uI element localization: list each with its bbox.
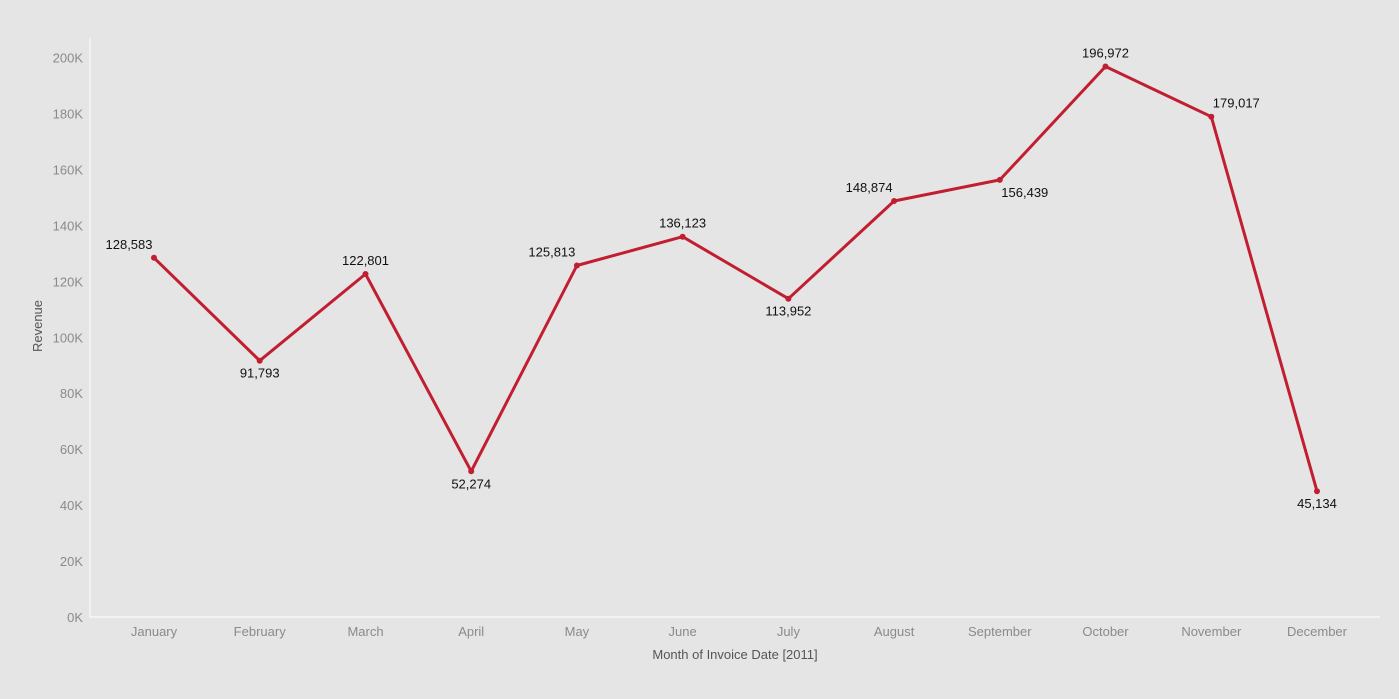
y-tick-label: 80K (60, 386, 83, 401)
y-tick-label: 120K (53, 274, 84, 289)
data-label: 148,874 (846, 180, 893, 195)
x-tick-label: March (347, 624, 383, 639)
data-label: 179,017 (1213, 96, 1260, 111)
data-point[interactable] (468, 468, 475, 475)
data-point[interactable] (1314, 488, 1320, 495)
data-point[interactable] (1102, 63, 1109, 70)
y-tick-label: 100K (53, 330, 84, 345)
data-point[interactable] (256, 357, 263, 364)
y-tick-label: 60K (60, 442, 83, 457)
data-labels: 128,583 91,793 122,801 52,274 125,813 136,123… (106, 46, 1337, 512)
data-point[interactable] (679, 233, 686, 240)
data-label: 156,439 (1001, 185, 1048, 200)
y-tick-label: 20K (60, 554, 83, 569)
data-label: 128,583 (106, 237, 153, 252)
data-points (151, 63, 1320, 495)
x-tick-label: January (131, 624, 178, 639)
data-point[interactable] (891, 198, 898, 204)
data-label: 52,274 (451, 476, 491, 491)
revenue-line (152, 65, 1319, 493)
x-axis-title: Month of Invoice Date [2011] (652, 647, 817, 662)
y-tick-label: 40K (60, 498, 83, 513)
data-point[interactable] (362, 271, 369, 277)
data-label: 196,972 (1082, 46, 1129, 61)
data-label: 122,801 (342, 253, 389, 268)
data-label: 113,952 (765, 304, 811, 319)
data-point[interactable] (785, 295, 792, 302)
x-tick-labels: January February March April May June July Augu… (131, 624, 1348, 639)
data-point[interactable] (151, 254, 157, 261)
x-tick-label: February (234, 624, 287, 639)
y-tick-label: 180K (53, 106, 84, 121)
y-tick-label: 0K (67, 610, 83, 625)
data-label: 91,793 (240, 366, 280, 381)
data-label: 45,134 (1297, 496, 1337, 511)
y-tick-label: 140K (53, 218, 84, 233)
x-tick-label: June (668, 624, 696, 639)
x-tick-label: October (1082, 624, 1129, 639)
y-tick-label: 200K (53, 51, 84, 66)
y-tick-label: 160K (53, 162, 84, 177)
data-label: 125,813 (528, 245, 575, 260)
y-tick-labels: 0K 20K 40K 60K 80K 100K 120K 140K 160K 180K 200K (53, 51, 84, 626)
axes (89, 38, 1380, 618)
x-tick-label: November (1181, 624, 1242, 639)
x-tick-label: April (458, 624, 484, 639)
y-axis-title: Revenue (30, 300, 45, 352)
data-label: 136,123 (659, 216, 706, 231)
data-point[interactable] (996, 176, 1003, 183)
data-point[interactable] (573, 262, 580, 269)
x-tick-label: September (968, 624, 1032, 639)
x-tick-label: August (874, 624, 915, 639)
x-tick-label: December (1287, 624, 1348, 639)
x-tick-label: July (777, 624, 801, 639)
revenue-series (152, 65, 1319, 493)
data-point[interactable] (1208, 113, 1215, 120)
x-tick-label: May (565, 624, 590, 639)
